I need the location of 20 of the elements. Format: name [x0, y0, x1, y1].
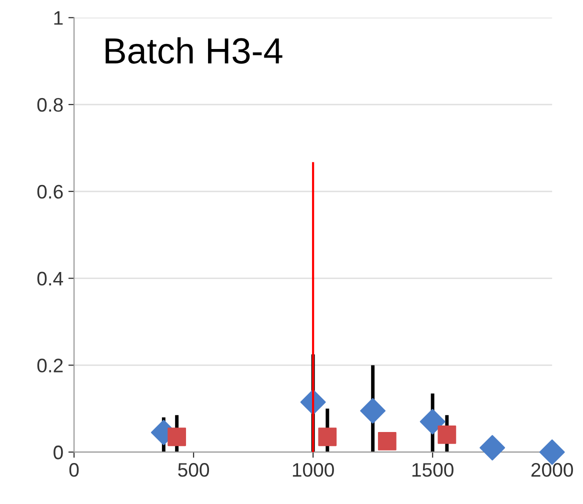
point	[420, 408, 446, 434]
x-tick-label: 1000	[292, 463, 334, 477]
y-tick-label: 0.4	[37, 272, 64, 286]
point	[480, 435, 506, 460]
point	[378, 432, 396, 450]
x-tick-label: 1500	[412, 463, 454, 477]
y-tick-label: 0.8	[37, 98, 63, 112]
y-tick-label: 0.2	[37, 358, 63, 372]
chart-title: Batch H3-4	[106, 37, 282, 64]
point	[360, 398, 386, 424]
point	[539, 439, 565, 465]
y-tick-label: 0.6	[37, 184, 63, 199]
x-tick-label: 2000	[531, 463, 573, 477]
y-tick-label: 1	[54, 11, 63, 25]
point	[168, 428, 186, 446]
point	[318, 428, 337, 446]
x-tick-label: 500	[178, 463, 210, 477]
y-tick-label: 0	[54, 446, 63, 460]
x-tick-label: 0	[69, 463, 79, 477]
point	[438, 426, 456, 444]
